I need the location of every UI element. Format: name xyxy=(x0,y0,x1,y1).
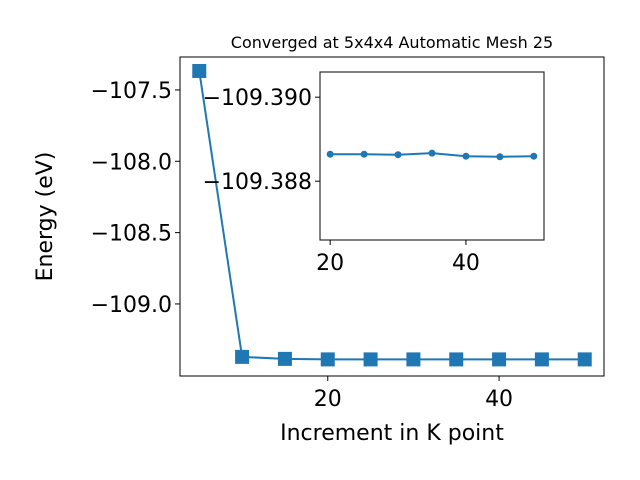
marker xyxy=(235,349,250,364)
y-tick-label: −107.5 xyxy=(91,79,172,104)
x-axis-label: Increment in K point xyxy=(280,421,504,446)
marker xyxy=(277,351,292,366)
marker xyxy=(320,352,335,367)
y-tick-label: −109.390 xyxy=(203,86,312,111)
y-tick-label: −109.388 xyxy=(203,170,312,195)
marker xyxy=(363,352,378,367)
x-tick-label: 20 xyxy=(314,387,342,412)
marker xyxy=(394,151,402,159)
y-tick-label: −108.0 xyxy=(91,150,172,175)
marker xyxy=(360,150,368,158)
y-axis-label: Energy (eV) xyxy=(33,152,58,282)
x-tick-label: 20 xyxy=(316,251,344,276)
marker xyxy=(462,152,470,160)
marker xyxy=(449,352,464,367)
marker xyxy=(428,149,436,157)
y-tick-label: −109.0 xyxy=(91,293,172,318)
marker xyxy=(530,152,538,160)
marker xyxy=(406,352,421,367)
y-tick-label: −108.5 xyxy=(91,222,172,247)
chart-title: Converged at 5x4x4 Automatic Mesh 25 xyxy=(231,33,553,52)
series-line xyxy=(198,70,585,361)
marker xyxy=(534,352,549,367)
x-tick-label: 40 xyxy=(485,387,513,412)
x-tick-label: 40 xyxy=(452,251,480,276)
marker xyxy=(326,150,334,158)
marker xyxy=(192,63,207,78)
marker xyxy=(496,153,504,161)
marker xyxy=(577,352,592,367)
marker xyxy=(492,352,507,367)
